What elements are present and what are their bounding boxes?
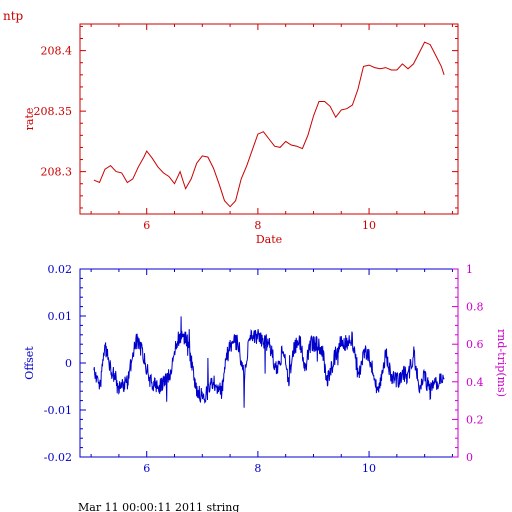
rate-chart: 6 8 10 208.3 208.35 208.4 Date rate xyxy=(23,23,459,246)
rndtrip-y-tick-label: 1 xyxy=(466,263,473,276)
rate-series-line xyxy=(93,41,445,208)
offset-series-line xyxy=(93,316,445,408)
offset-x-tick-label: 6 xyxy=(143,462,150,475)
rate-x-tick-label: 8 xyxy=(254,219,261,232)
offset-y-tick-label: 0 xyxy=(65,357,72,370)
rndtrip-y-tick-label: 0.8 xyxy=(466,301,484,314)
offset-plot-frame xyxy=(79,268,459,458)
offset-y-tick-label: -0.01 xyxy=(44,404,72,417)
offset-x-tick-label: 8 xyxy=(254,462,261,475)
offset-x-tick-label: 10 xyxy=(362,462,376,475)
rate-x-ticks: 6 8 10 xyxy=(90,24,453,232)
rate-plot-frame xyxy=(79,23,459,215)
rate-x-tick-label: 6 xyxy=(143,219,150,232)
rate-x-tick-label: 10 xyxy=(362,219,376,232)
rate-y-tick-label: 208.3 xyxy=(41,166,73,179)
rndtrip-y-tick-label: 0.6 xyxy=(466,338,484,351)
rndtrip-y-tick-label: 0 xyxy=(466,451,473,464)
rate-y-ticks: 208.3 208.35 208.4 xyxy=(34,25,458,209)
offset-x-ticks: 6 8 10 xyxy=(90,269,453,475)
rate-y-tick-label: 208.4 xyxy=(41,45,73,58)
footer-caption: Mar 11 00:00:11 2011 string xyxy=(78,501,239,512)
rndtrip-y-axis-label: rnd-trip(ms) xyxy=(495,329,508,397)
offset-y-ticks: -0.02 -0.01 0 0.01 0.02 xyxy=(44,263,86,464)
rndtrip-y-ticks: 0 0.2 0.4 0.6 0.8 1 xyxy=(452,263,484,464)
rate-y-tick-label: 208.35 xyxy=(34,105,73,118)
offset-y-tick-label: 0.02 xyxy=(48,263,73,276)
offset-y-tick-label: -0.02 xyxy=(44,451,72,464)
offset-y-axis-label: Offset xyxy=(23,346,36,380)
offset-y-tick-label: 0.01 xyxy=(48,310,73,323)
rndtrip-y-tick-label: 0.2 xyxy=(466,413,484,426)
rate-x-axis-label: Date xyxy=(256,233,282,246)
corner-label: ntp xyxy=(3,9,24,23)
rndtrip-y-tick-label: 0.4 xyxy=(466,376,484,389)
rate-y-axis-label: rate xyxy=(23,108,36,131)
